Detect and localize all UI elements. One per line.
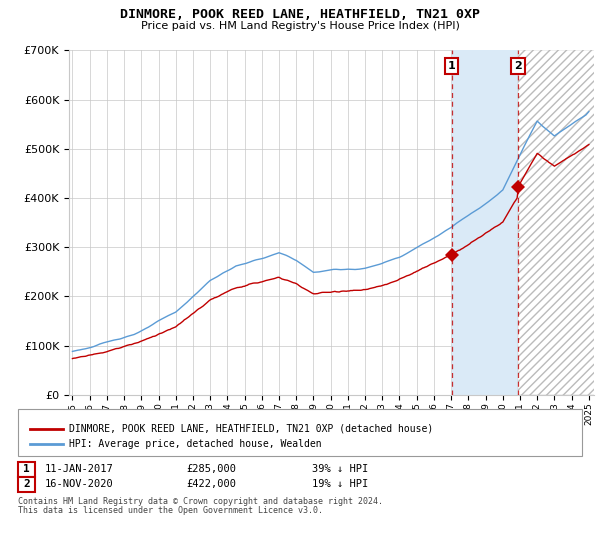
Bar	[452, 50, 518, 395]
Text: 19% ↓ HPI: 19% ↓ HPI	[312, 479, 368, 489]
Text: 1: 1	[448, 60, 455, 71]
Text: This data is licensed under the Open Government Licence v3.0.: This data is licensed under the Open Gov…	[18, 506, 323, 515]
Text: 39% ↓ HPI: 39% ↓ HPI	[312, 464, 368, 474]
Text: HPI: Average price, detached house, Wealden: HPI: Average price, detached house, Weal…	[69, 439, 322, 449]
Text: DINMORE, POOK REED LANE, HEATHFIELD, TN21 0XP (detached house): DINMORE, POOK REED LANE, HEATHFIELD, TN2…	[69, 424, 433, 434]
Text: DINMORE, POOK REED LANE, HEATHFIELD, TN21 0XP: DINMORE, POOK REED LANE, HEATHFIELD, TN2…	[120, 8, 480, 21]
Text: Price paid vs. HM Land Registry's House Price Index (HPI): Price paid vs. HM Land Registry's House …	[140, 21, 460, 31]
Text: 11-JAN-2017: 11-JAN-2017	[45, 464, 114, 474]
Text: 1: 1	[23, 464, 30, 474]
Text: 2: 2	[23, 479, 30, 489]
Text: £285,000: £285,000	[186, 464, 236, 474]
Text: £422,000: £422,000	[186, 479, 236, 489]
Bar	[518, 50, 598, 395]
Text: Contains HM Land Registry data © Crown copyright and database right 2024.: Contains HM Land Registry data © Crown c…	[18, 497, 383, 506]
Text: 16-NOV-2020: 16-NOV-2020	[45, 479, 114, 489]
Text: 2: 2	[514, 60, 522, 71]
